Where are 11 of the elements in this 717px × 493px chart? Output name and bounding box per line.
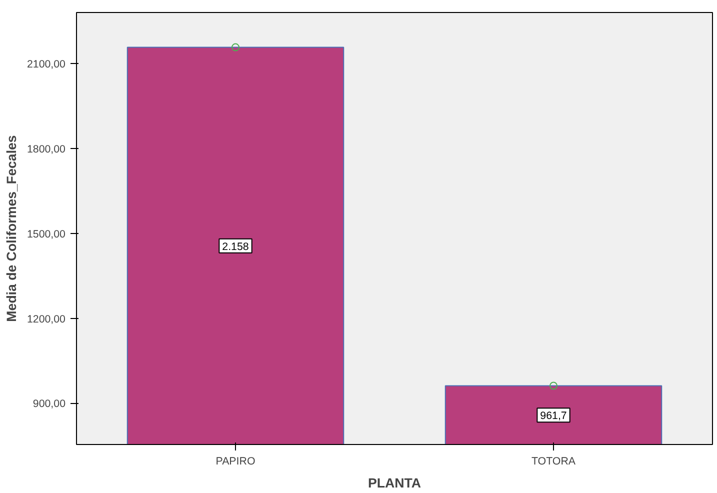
x-tick-label: TOTORA [531, 456, 576, 468]
y-tick-label: 1800,00 [26, 144, 66, 156]
y-tick-label: 1200,00 [26, 313, 66, 326]
x-axis-title: PLANTA [368, 476, 422, 490]
y-tick-label: 2100,00 [26, 58, 66, 71]
data-label: 2.158 [222, 240, 249, 253]
x-tick-label: PAPIRO [216, 456, 256, 468]
data-label: 961,7 [540, 410, 567, 422]
y-tick-label: 900,00 [32, 398, 66, 410]
y-axis-title: Media de Coliformes_Fecales [4, 135, 19, 322]
y-tick-label: 1500,00 [26, 228, 66, 240]
